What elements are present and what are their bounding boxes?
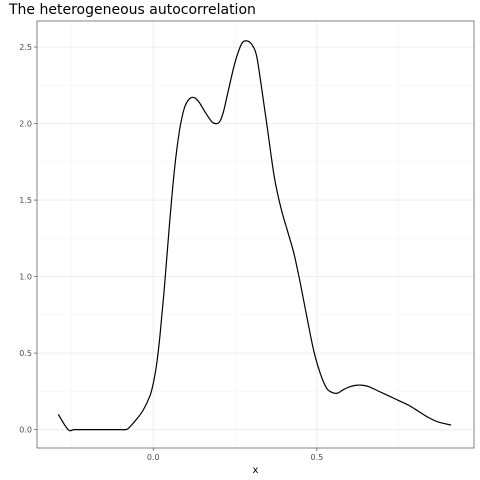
grid [37,21,474,448]
y-tick-label: 1.5 [19,196,32,205]
axis-ticks [34,46,318,451]
density-line [57,40,452,432]
y-tick-label: 2.5 [19,43,32,52]
series-group [57,40,452,432]
x-axis-title: x [253,465,259,476]
x-tick-label: 0.5 [311,453,324,462]
chart-title: The heterogeneous autocorrelation [8,2,256,18]
y-tick-label: 0.5 [19,349,32,358]
y-tick-label: 2.0 [19,120,32,129]
axis-tick-labels: 0.0 0.5 0.0 0.5 1.0 1.5 2.0 2.5 [19,43,323,462]
x-tick-label: 0.0 [147,453,160,462]
panel-border [36,20,475,449]
y-tick-label: 1.0 [19,273,32,282]
y-tick-label: 0.0 [19,426,32,435]
